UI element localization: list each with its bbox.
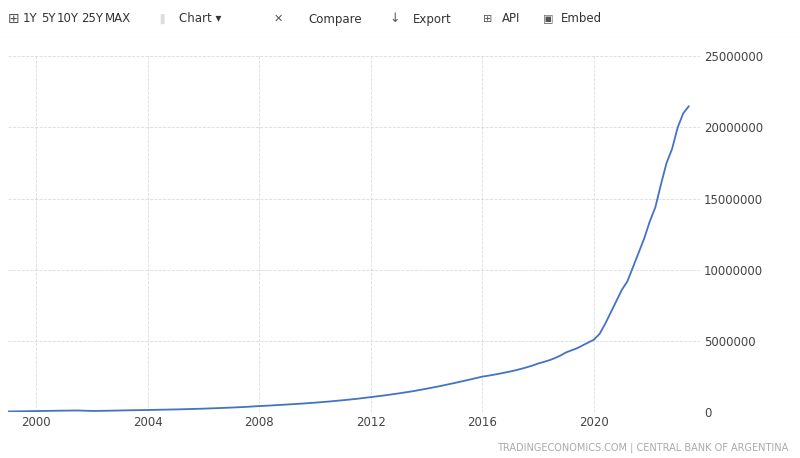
Text: 10Y: 10Y: [57, 12, 79, 26]
Text: Export: Export: [413, 12, 452, 26]
Text: API: API: [502, 12, 520, 26]
Text: ↓: ↓: [390, 12, 400, 26]
Text: ⊞: ⊞: [483, 14, 493, 24]
Text: Chart ▾: Chart ▾: [179, 12, 221, 26]
Text: 5Y: 5Y: [41, 12, 55, 26]
Text: 25Y: 25Y: [81, 12, 103, 26]
Text: ▐: ▐: [156, 14, 164, 24]
Text: Embed: Embed: [561, 12, 602, 26]
Text: MAX: MAX: [105, 12, 131, 26]
Text: 1Y: 1Y: [22, 12, 38, 26]
Text: ▣: ▣: [542, 14, 554, 24]
Text: ✕: ✕: [274, 14, 282, 24]
Text: Compare: Compare: [308, 12, 362, 26]
Text: ⊞: ⊞: [8, 12, 20, 26]
Text: TRADINGECONOMICS.COM | CENTRAL BANK OF ARGENTINA: TRADINGECONOMICS.COM | CENTRAL BANK OF A…: [497, 443, 788, 453]
